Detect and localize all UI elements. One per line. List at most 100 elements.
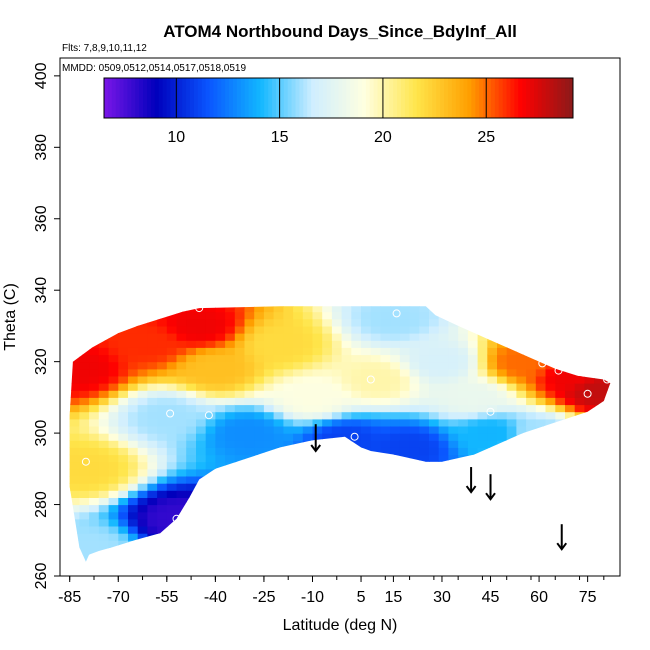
heatmap-cell — [147, 461, 158, 470]
heatmap-cell — [205, 440, 216, 448]
colorbar-segment — [240, 78, 246, 118]
heatmap-cell — [205, 461, 216, 470]
heatmap-cell — [409, 468, 420, 477]
heatmap-cell — [603, 404, 611, 413]
heatmap-cell — [351, 368, 362, 377]
heatmap-cell — [487, 447, 498, 456]
heatmap-cell — [380, 397, 391, 406]
heatmap-cell — [400, 297, 410, 305]
heatmap-cell — [565, 454, 576, 463]
heatmap-cell — [458, 547, 469, 556]
heatmap-cell — [594, 547, 605, 556]
heatmap-cell — [283, 426, 294, 434]
heatmap-cell — [234, 504, 246, 513]
heatmap-cell — [341, 511, 352, 520]
heatmap-cell — [487, 426, 498, 434]
heatmap-cell — [429, 325, 440, 334]
heatmap-cell — [196, 383, 207, 391]
heatmap-cell — [390, 418, 401, 427]
heatmap-cell — [409, 318, 420, 327]
heatmap-cell — [565, 354, 576, 363]
heatmap-cell — [215, 476, 226, 484]
heatmap-cell — [516, 433, 527, 441]
colorbar-segment — [154, 78, 160, 118]
heatmap-cell — [89, 461, 100, 470]
heatmap-cell — [487, 418, 498, 427]
heatmap-cell — [196, 397, 207, 406]
heatmap-cell — [98, 533, 110, 541]
heatmap-cell — [263, 554, 275, 562]
heatmap-cell — [302, 547, 314, 556]
heatmap-cell — [603, 368, 611, 377]
heatmap-cell — [361, 368, 372, 377]
heatmap-cell — [322, 397, 333, 406]
heatmap-cell — [69, 411, 80, 420]
heatmap-cell — [575, 297, 585, 305]
heatmap-cell — [341, 383, 352, 391]
heatmap-cell — [205, 554, 216, 562]
heatmap-cell — [157, 483, 168, 491]
heatmap-cell — [215, 526, 226, 534]
heatmap-cell — [546, 562, 556, 570]
heatmap-cell — [419, 347, 430, 356]
heatmap-cell — [79, 533, 90, 541]
heatmap-cell — [263, 468, 275, 477]
heatmap-cell — [147, 504, 158, 513]
heatmap-cell — [108, 497, 119, 506]
heatmap-cell — [603, 518, 611, 527]
heatmap-cell — [429, 483, 440, 491]
colorbar-segment — [178, 78, 183, 118]
heatmap-cell — [98, 468, 110, 477]
heatmap-cell — [487, 325, 498, 334]
heatmap-cell — [79, 354, 90, 363]
heatmap-cell — [166, 333, 178, 341]
colorbar-segment — [162, 78, 168, 118]
colorbar-segment — [252, 78, 257, 118]
heatmap-cell — [196, 311, 207, 320]
heatmap-cell — [477, 325, 488, 334]
heatmap-cell — [477, 476, 488, 484]
heatmap-cell — [429, 404, 440, 413]
heatmap-cell — [313, 562, 323, 570]
heatmap-cell — [574, 511, 585, 520]
heatmap-cell — [448, 404, 459, 413]
heatmap-cell — [370, 461, 382, 470]
colorbar-segment — [475, 78, 480, 118]
heatmap-cell — [157, 497, 168, 506]
heatmap-cell — [429, 375, 440, 384]
heatmap-cell — [351, 333, 362, 341]
heatmap-cell — [89, 468, 100, 477]
heatmap-cell — [205, 511, 216, 520]
heatmap-cell — [419, 333, 430, 341]
heatmap-cell — [438, 461, 449, 470]
heatmap-cell — [293, 418, 304, 427]
heatmap-cell — [584, 540, 595, 548]
heatmap-cell — [565, 418, 576, 427]
x-tick-label: 60 — [530, 589, 548, 606]
heatmap-cell — [273, 306, 284, 313]
heatmap-cell — [584, 483, 595, 491]
heatmap-cell — [419, 518, 430, 527]
heatmap-cell — [157, 447, 168, 456]
heatmap-cell — [545, 361, 556, 370]
heatmap-cell — [196, 447, 207, 456]
heatmap-cell — [516, 476, 527, 484]
heatmap-cell — [186, 526, 197, 534]
heatmap-cell — [157, 440, 168, 448]
heatmap-cell — [438, 547, 449, 556]
heatmap-cell — [370, 454, 382, 463]
heatmap-cell — [69, 540, 71, 548]
heatmap-cell — [506, 533, 517, 541]
heatmap-cell — [497, 390, 508, 398]
heatmap-cell — [409, 333, 420, 341]
heatmap-cell — [283, 361, 294, 370]
colorbar-segment — [530, 78, 535, 118]
heatmap-cell — [215, 397, 226, 406]
heatmap-cell — [409, 511, 420, 520]
heatmap-cell — [98, 361, 110, 370]
heatmap-cell — [555, 526, 566, 534]
heatmap-cell — [390, 447, 401, 456]
heatmap-cell — [370, 361, 382, 370]
heatmap-cell — [477, 340, 488, 348]
heatmap-cell — [516, 483, 527, 491]
